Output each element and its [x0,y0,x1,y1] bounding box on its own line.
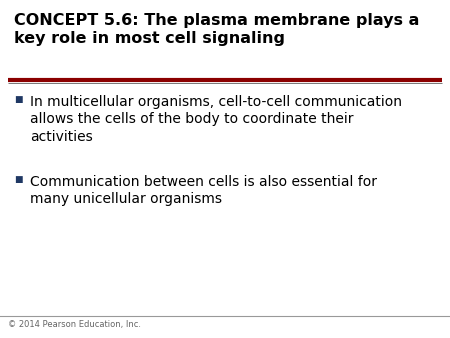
Text: ■: ■ [14,95,22,104]
Text: Communication between cells is also essential for
many unicellular organisms: Communication between cells is also esse… [30,175,377,206]
Text: ■: ■ [14,175,22,184]
Text: CONCEPT 5.6: The plasma membrane plays a
key role in most cell signaling: CONCEPT 5.6: The plasma membrane plays a… [14,13,419,46]
Text: In multicellular organisms, cell-to-cell communication
allows the cells of the b: In multicellular organisms, cell-to-cell… [30,95,402,144]
Text: © 2014 Pearson Education, Inc.: © 2014 Pearson Education, Inc. [8,320,141,329]
